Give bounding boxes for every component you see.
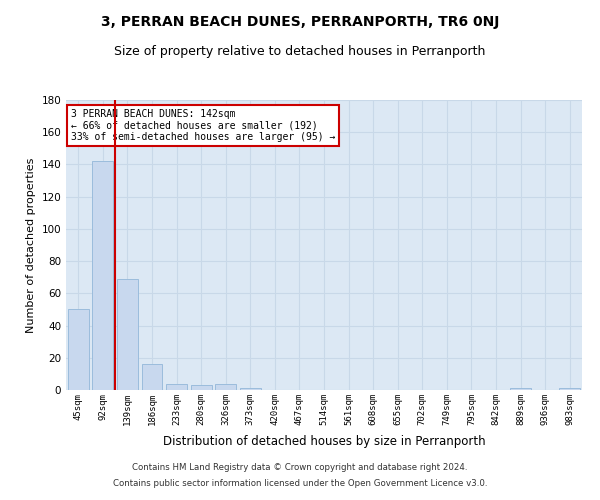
Bar	[68, 310, 89, 390]
Bar	[240, 388, 261, 390]
Text: Contains HM Land Registry data © Crown copyright and database right 2024.: Contains HM Land Registry data © Crown c…	[132, 464, 468, 472]
Text: Size of property relative to detached houses in Perranporth: Size of property relative to detached ho…	[115, 45, 485, 58]
Bar	[117, 279, 138, 390]
Text: Contains public sector information licensed under the Open Government Licence v3: Contains public sector information licen…	[113, 478, 487, 488]
Y-axis label: Number of detached properties: Number of detached properties	[26, 158, 36, 332]
Text: 3 PERRAN BEACH DUNES: 142sqm
← 66% of detached houses are smaller (192)
33% of s: 3 PERRAN BEACH DUNES: 142sqm ← 66% of de…	[71, 108, 335, 142]
Bar	[191, 385, 212, 390]
Bar	[92, 161, 113, 390]
Bar	[559, 388, 580, 390]
Bar	[142, 364, 163, 390]
Text: 3, PERRAN BEACH DUNES, PERRANPORTH, TR6 0NJ: 3, PERRAN BEACH DUNES, PERRANPORTH, TR6 …	[101, 15, 499, 29]
Bar	[166, 384, 187, 390]
Bar	[215, 384, 236, 390]
Bar	[510, 388, 531, 390]
Text: Distribution of detached houses by size in Perranporth: Distribution of detached houses by size …	[163, 435, 485, 448]
